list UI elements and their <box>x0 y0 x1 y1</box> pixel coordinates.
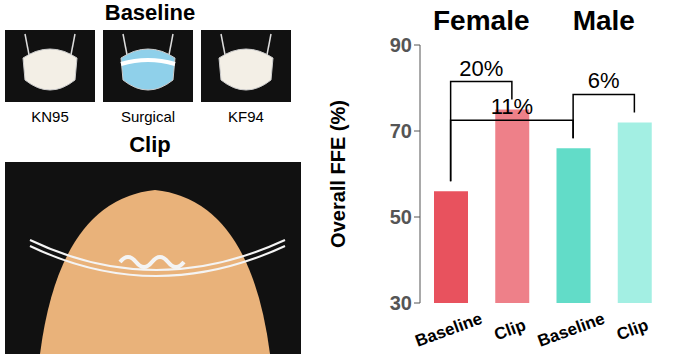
svg-text:70: 70 <box>390 120 412 142</box>
svg-text:11%: 11% <box>491 94 533 119</box>
svg-text:50: 50 <box>390 206 412 228</box>
svg-text:20%: 20% <box>459 56 503 81</box>
svg-text:Clip: Clip <box>492 315 529 344</box>
svg-text:Clip: Clip <box>614 315 651 344</box>
svg-text:Surgical: Surgical <box>121 108 175 125</box>
svg-text:Baseline: Baseline <box>105 0 196 25</box>
svg-text:Overall FFE (%): Overall FFE (%) <box>327 100 349 248</box>
svg-text:90: 90 <box>390 34 412 56</box>
svg-text:30: 30 <box>390 292 412 314</box>
svg-text:Female: Female <box>433 5 530 36</box>
svg-text:KF94: KF94 <box>228 108 264 125</box>
svg-text:6%: 6% <box>588 68 620 93</box>
svg-text:Baseline: Baseline <box>413 309 485 351</box>
svg-text:Clip: Clip <box>129 132 171 157</box>
svg-text:KN95: KN95 <box>31 108 69 125</box>
svg-text:Baseline: Baseline <box>535 309 607 351</box>
svg-text:Male: Male <box>573 5 635 36</box>
